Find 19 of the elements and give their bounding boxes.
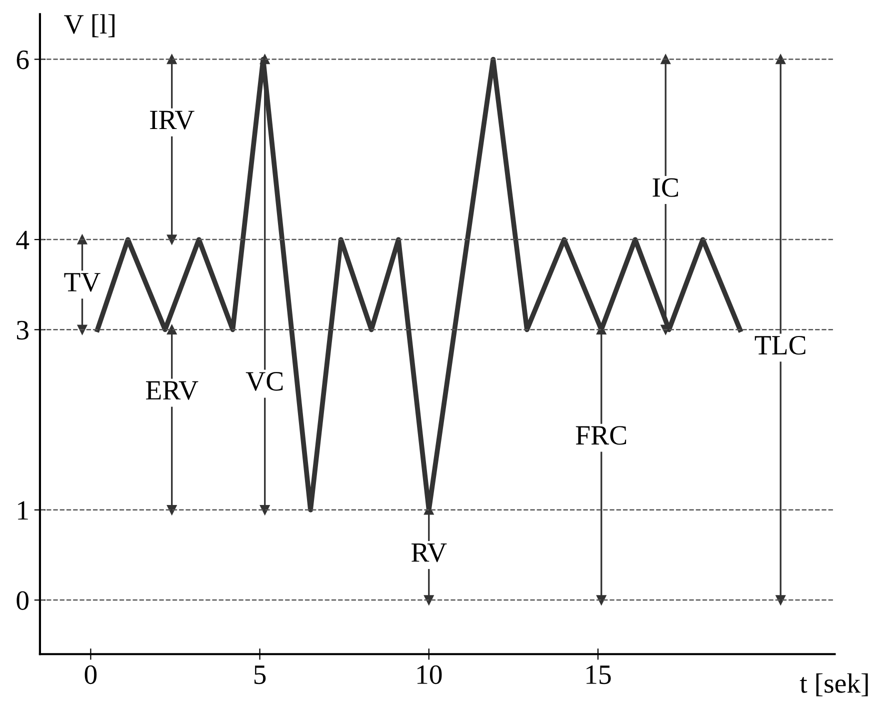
x-tick-label: 5: [254, 666, 266, 684]
annotation: RV: [412, 543, 447, 562]
annotation: IRV: [150, 110, 194, 130]
annotation: TV: [64, 273, 100, 292]
y-tick-label: 4: [16, 230, 30, 250]
x-tick-label: 0: [84, 665, 97, 684]
annotation: IC: [652, 178, 678, 197]
annotation: TLC: [754, 336, 806, 355]
y-tick-label: 3: [16, 320, 28, 340]
x-tick-label: 15: [586, 665, 611, 684]
x-axis-title: t [sek]: [800, 673, 868, 696]
annotation: VC: [246, 372, 283, 391]
y-axis-title: V [l]: [64, 14, 114, 38]
y-tick-label: 0: [16, 591, 28, 610]
x-tick-label: 10: [417, 665, 442, 684]
annotation: FRC: [576, 426, 626, 445]
y-tick-label: 6: [16, 50, 29, 70]
annotation: ERV: [146, 381, 198, 400]
y-tick-label: 1: [18, 501, 28, 520]
